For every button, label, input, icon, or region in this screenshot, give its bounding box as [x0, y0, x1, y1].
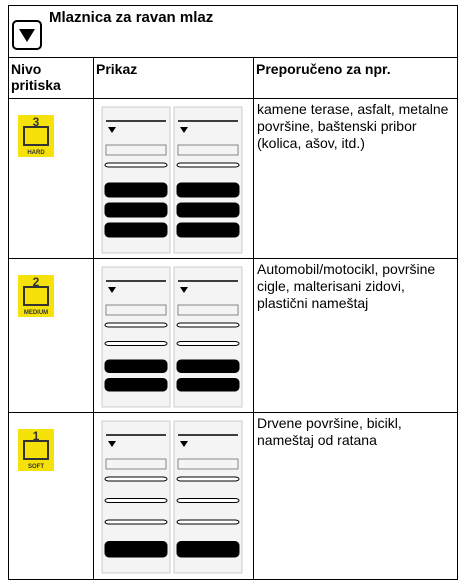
level-label: HARD	[27, 150, 45, 156]
display-cell	[94, 259, 254, 413]
title: Mlaznica za ravan mlaz	[49, 9, 214, 26]
display-bar	[176, 476, 240, 482]
display-bar	[176, 162, 240, 168]
display-bar	[176, 322, 240, 328]
display-bar	[104, 378, 168, 392]
icon-frame	[23, 440, 49, 460]
recommendation: Automobil/motocikl, površine cigle, malt…	[254, 259, 457, 413]
display-bar	[104, 182, 168, 198]
recommendation: Drvene površine, bicikl, nameštaj od rat…	[257, 415, 402, 448]
display-symbol	[108, 287, 116, 293]
display-box	[105, 458, 167, 470]
display-bar	[176, 341, 240, 346]
display-box	[177, 144, 239, 156]
display-bar	[104, 222, 168, 238]
icon-frame	[23, 286, 49, 306]
level-cell: 3 HARD	[9, 99, 94, 259]
display-box	[105, 144, 167, 156]
display-bar	[104, 322, 168, 328]
recommendation: kamene terase, asfalt, metalne površine,…	[254, 99, 457, 259]
display-bar	[104, 359, 168, 373]
display-bar	[176, 519, 240, 525]
nozzle-icon	[12, 20, 42, 50]
display-symbol	[180, 441, 188, 447]
display-box	[177, 304, 239, 316]
display-symbol	[180, 287, 188, 293]
level-cell: 2 MEDIUM	[9, 259, 94, 413]
display-bar	[104, 202, 168, 218]
column-header: Prikaz	[94, 58, 254, 99]
display-bar	[104, 476, 168, 482]
level-icon: 2 MEDIUM	[18, 275, 54, 317]
display-box	[105, 304, 167, 316]
display-bar	[104, 341, 168, 346]
level-icon: 1 SOFT	[18, 429, 54, 471]
display-bar	[176, 182, 240, 198]
table: Mlaznica za ravan mlaz Nivo pritiska Pri…	[8, 5, 458, 580]
display-bar	[176, 498, 240, 503]
display-bar	[104, 541, 168, 558]
display-cell	[94, 99, 254, 259]
display-bar	[104, 519, 168, 525]
display-symbol	[108, 127, 116, 133]
level-number: 2	[33, 275, 40, 289]
display-bar	[104, 498, 168, 503]
display-bar	[176, 202, 240, 218]
level-cell: 1 SOFT	[9, 413, 94, 579]
display-bar	[176, 378, 240, 392]
display-symbol	[180, 127, 188, 133]
display-illustration	[101, 106, 243, 254]
display-bar	[176, 222, 240, 238]
level-number: 1	[33, 429, 40, 443]
display-bar	[176, 359, 240, 373]
column-header: Nivo pritiska	[9, 58, 94, 99]
level-number: 3	[33, 115, 40, 129]
display-bar	[176, 541, 240, 558]
icon-frame	[23, 126, 49, 146]
level-label: MEDIUM	[24, 310, 48, 316]
display-illustration	[101, 420, 243, 574]
level-icon: 3 HARD	[18, 115, 54, 157]
display-illustration	[101, 266, 243, 408]
level-label: SOFT	[28, 464, 44, 470]
display-box	[177, 458, 239, 470]
column-header: Preporučeno za npr.	[254, 58, 457, 99]
title-row: Mlaznica za ravan mlaz	[9, 6, 457, 58]
display-bar	[104, 162, 168, 168]
display-symbol	[108, 441, 116, 447]
display-cell	[94, 413, 254, 579]
